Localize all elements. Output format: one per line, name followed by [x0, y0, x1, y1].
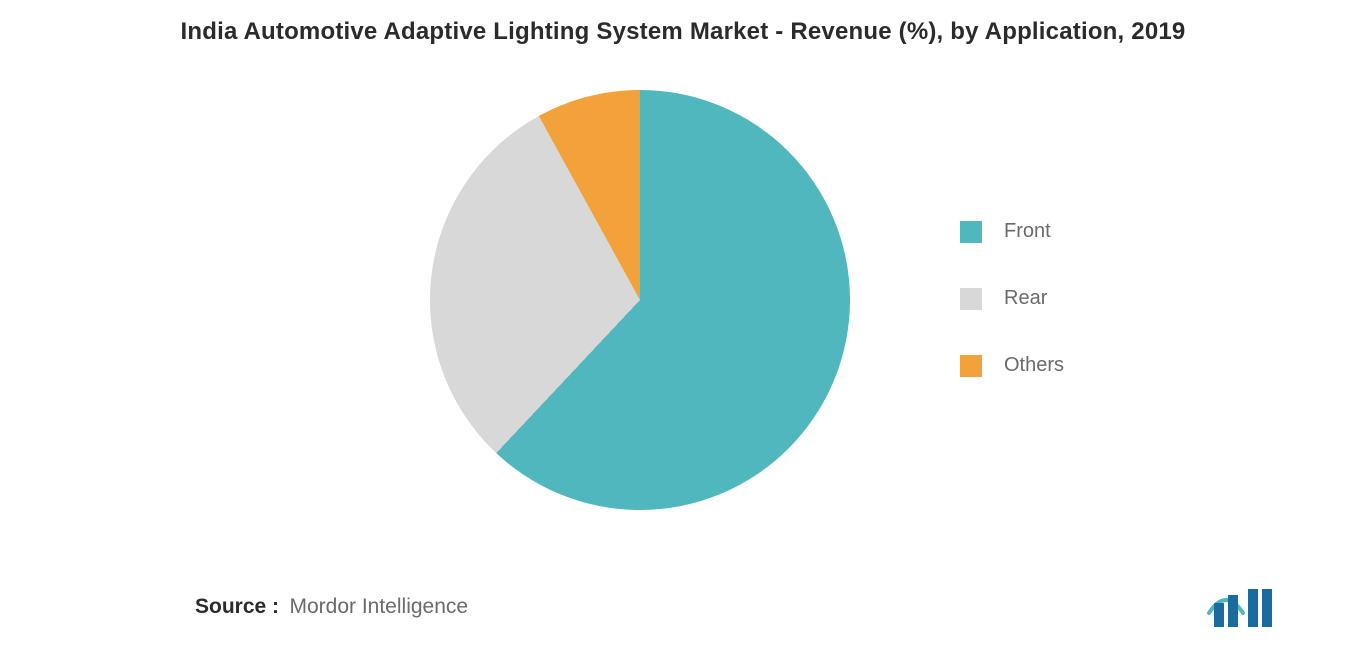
legend-swatch-others	[960, 355, 982, 377]
legend-item-others: Others	[960, 354, 1260, 377]
pie-wrap	[430, 90, 850, 510]
source-text: Mordor Intelligence	[289, 595, 468, 618]
chart-container: India Automotive Adaptive Lighting Syste…	[0, 0, 1366, 655]
legend-item-rear: Rear	[960, 287, 1260, 310]
legend: Front Rear Others	[960, 220, 1260, 421]
source-label: Source :	[195, 595, 279, 618]
legend-label-front: Front	[1004, 220, 1051, 243]
chart-area: Front Rear Others	[0, 90, 1366, 510]
brand-logo	[1206, 583, 1276, 631]
pie-chart	[430, 90, 850, 510]
legend-item-front: Front	[960, 220, 1260, 243]
legend-label-rear: Rear	[1004, 287, 1047, 310]
source-line: Source : Mordor Intelligence	[195, 595, 468, 619]
legend-swatch-front	[960, 221, 982, 243]
legend-swatch-rear	[960, 288, 982, 310]
chart-title: India Automotive Adaptive Lighting Syste…	[0, 18, 1366, 46]
legend-label-others: Others	[1004, 354, 1064, 377]
